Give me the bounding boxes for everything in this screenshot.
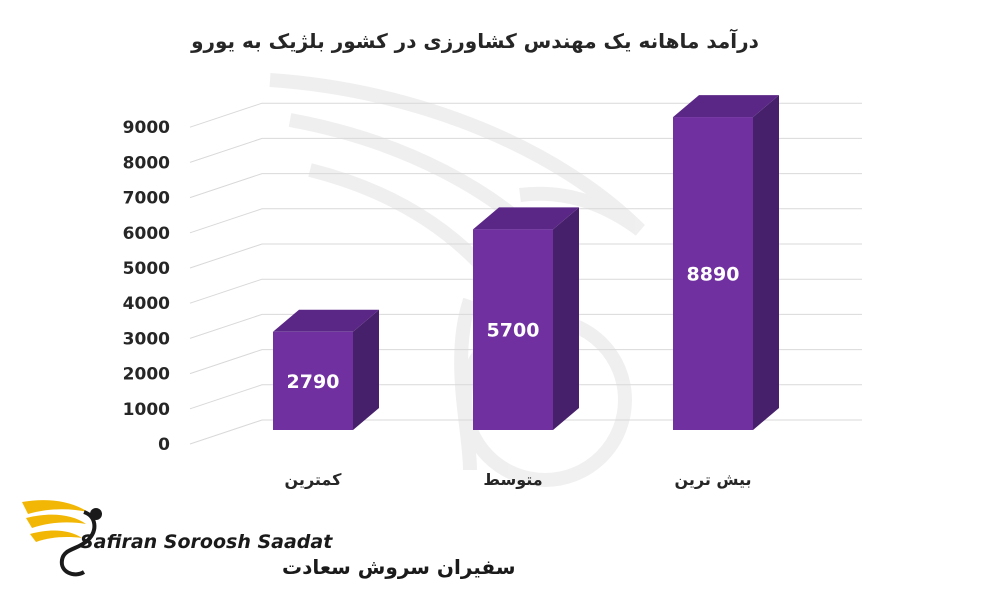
gridline xyxy=(189,419,862,445)
y-tick-label: 2000 xyxy=(123,365,170,385)
gridline xyxy=(189,243,862,269)
gridline xyxy=(189,102,862,128)
x-axis-categories: کمترین متوسط بیش ترین xyxy=(285,470,752,489)
gridline xyxy=(189,313,862,339)
y-tick-label: 3000 xyxy=(123,329,170,349)
gridline xyxy=(189,278,862,304)
data-label: 2790 xyxy=(287,371,340,393)
y-tick-label: 7000 xyxy=(123,189,170,209)
gridline xyxy=(189,137,862,163)
y-tick-label: 1000 xyxy=(123,400,170,420)
gridline xyxy=(189,208,862,234)
brand-name-en: Safiran Soroosh Saadat xyxy=(80,531,333,553)
phoenix-wing-icon xyxy=(22,500,102,577)
category-label: کمترین xyxy=(285,470,343,489)
y-tick-label: 8000 xyxy=(123,153,170,173)
data-label: 5700 xyxy=(487,320,540,342)
y-tick-label: 5000 xyxy=(123,259,170,279)
y-tick-label: 0 xyxy=(158,435,170,455)
chart-title: درآمد ماهانه یک مهندس کشاورزی در کشور بل… xyxy=(190,28,759,53)
gridline xyxy=(189,173,862,199)
y-tick-label: 9000 xyxy=(123,118,170,138)
y-tick-label: 4000 xyxy=(123,294,170,314)
y-axis-ticks: 0 1000 2000 3000 4000 5000 6000 7000 8000 9000 xyxy=(123,118,170,455)
bar xyxy=(673,95,779,431)
bar xyxy=(273,309,379,430)
brand-logo: Safiran Soroosh Saadat سفیران سروش سعادت xyxy=(22,500,516,579)
gridline xyxy=(189,349,862,375)
category-label: بیش ترین xyxy=(674,470,751,489)
data-label: 8890 xyxy=(687,264,740,286)
y-tick-label: 6000 xyxy=(123,224,170,244)
brand-name-fa: سفیران سروش سعادت xyxy=(282,555,516,579)
watermark-icon xyxy=(269,73,645,487)
gridline xyxy=(189,384,862,410)
gridlines xyxy=(189,102,862,445)
bar-series: 2790 5700 8890 xyxy=(273,95,779,431)
category-label: متوسط xyxy=(483,470,542,489)
bar xyxy=(473,207,579,430)
